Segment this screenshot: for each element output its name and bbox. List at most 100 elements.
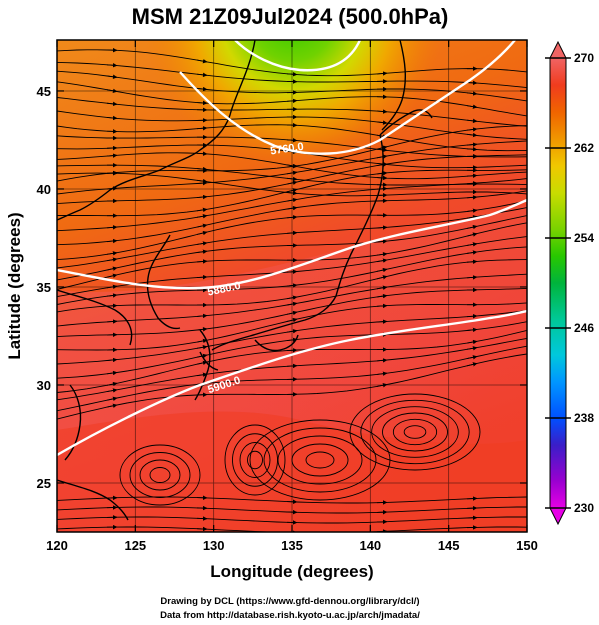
streamline-arrow (286, 329, 298, 334)
streamline-arrow (286, 190, 298, 196)
colorbar-tick-label: 246 (574, 321, 594, 335)
streamline-arrow (196, 241, 208, 246)
x-tick-label: 120 (46, 538, 68, 553)
streamline-arrow (196, 353, 208, 359)
x-axis: 120 125 130 135 140 145 150 (46, 40, 538, 553)
streamline-arrow (376, 258, 388, 263)
streamline-arrow (286, 170, 298, 176)
y-tick-label: 35 (37, 280, 51, 295)
colorbar-bottom-arrow (549, 507, 567, 526)
streamline-arrow (196, 249, 208, 254)
streamline-arrow (376, 225, 388, 230)
eddy-streamline (129, 452, 191, 498)
streamline-arrow (466, 355, 478, 360)
eddy-streamline (263, 427, 377, 493)
streamline-arrow (196, 372, 208, 378)
streamline-arrow (466, 104, 478, 109)
streamline-arrow (106, 88, 118, 94)
streamline-arrow (196, 230, 208, 236)
contour-5820 (179, 40, 516, 155)
colorbar-tick-label: 270 (574, 51, 594, 65)
x-tick-label: 140 (359, 538, 381, 553)
streamline-arrow (376, 171, 388, 176)
streamline-arrow (376, 293, 388, 299)
streamline-arrow (286, 269, 298, 275)
coastlines (57, 40, 433, 521)
streamline-arrow (466, 127, 478, 132)
eddy-streamline (291, 443, 349, 477)
streamline-arrow (106, 370, 118, 376)
streamline-arrow (196, 194, 208, 200)
streamline-arrow (106, 284, 118, 290)
x-tick-label: 125 (124, 538, 146, 553)
eddy-streamline (247, 450, 263, 470)
streamline-arrow (196, 338, 208, 344)
streamline-arrow (106, 319, 118, 324)
streamline-arrow (466, 118, 478, 124)
streamline-arrow (196, 100, 208, 106)
streamline-arrow (196, 360, 208, 366)
streamline-arrow (196, 58, 208, 64)
streamline-arrow (376, 186, 388, 191)
y-axis-label: Latitude (degrees) (5, 212, 24, 359)
geopotential-contours (57, 40, 527, 457)
streamline-arrow (196, 259, 208, 264)
streamline-arrow (466, 275, 478, 280)
streamline-arrow (376, 71, 388, 76)
colorbar-ticks: 270 262 254 246 238 230 (545, 51, 594, 515)
streamline-arrow (106, 273, 118, 278)
streamline-arrow (466, 208, 478, 213)
streamline-arrow (196, 214, 208, 219)
streamline-arrow (466, 313, 478, 319)
streamline-arrow (376, 303, 388, 309)
streamline-arrow (106, 238, 118, 244)
streamline-arrow (196, 72, 208, 78)
streamline-arrow (286, 98, 298, 104)
streamline-arrow (466, 80, 478, 86)
colorbar-tick-label: 238 (574, 411, 594, 425)
streamline-arrow (466, 259, 478, 264)
streamline-arrow (286, 301, 298, 307)
streamline-arrow (106, 153, 118, 158)
streamline-arrow (466, 346, 478, 351)
eddy-streamline (392, 418, 438, 446)
streamline-arrow (376, 371, 388, 376)
streamline-arrow (466, 224, 478, 230)
eddy-streamline (149, 467, 171, 483)
streamline-arrow (106, 266, 118, 271)
streamline-arrow (286, 188, 298, 193)
streamline-arrow (286, 230, 298, 236)
contour-5760 (234, 40, 362, 72)
eddy-streamline (382, 412, 448, 452)
streamline-arrow (196, 327, 208, 332)
streamline-arrow (106, 257, 118, 262)
streamline-arrow (466, 232, 478, 237)
streamline-arrow (286, 180, 298, 186)
streamline-arrow (466, 327, 478, 333)
x-axis-label: Longitude (degrees) (210, 562, 373, 581)
streamline-arrow (376, 154, 388, 159)
colorbar-top-arrow (549, 40, 567, 59)
y-tick-label: 45 (37, 84, 51, 99)
streamline-arrow (286, 215, 298, 220)
credit-drawing: Drawing by DCL (https://www.gfd-dennou.o… (160, 596, 419, 607)
streamline-arrow (376, 383, 388, 388)
streamline-arrow (376, 175, 388, 181)
colorbar: 270 262 254 246 238 230 (545, 40, 594, 526)
streamline-arrow (376, 109, 388, 114)
streamline-arrow (106, 303, 118, 309)
streamline-arrow (466, 250, 478, 255)
streamline-arrow (196, 274, 208, 280)
eddy-streamline (232, 433, 278, 487)
map-title: MSM 21Z09Jul2024 (500.0hPa) (132, 4, 449, 29)
streamline-arrow (286, 363, 298, 369)
y-tick-label: 25 (37, 476, 51, 491)
streamline-arrow (106, 186, 118, 191)
streamline-arrow (376, 145, 388, 150)
y-tick-label: 30 (37, 378, 51, 393)
colorbar-gradient (549, 57, 567, 509)
streamline-arrow (106, 381, 118, 387)
streamline-arrow (286, 138, 298, 143)
streamline-arrow (196, 180, 208, 186)
